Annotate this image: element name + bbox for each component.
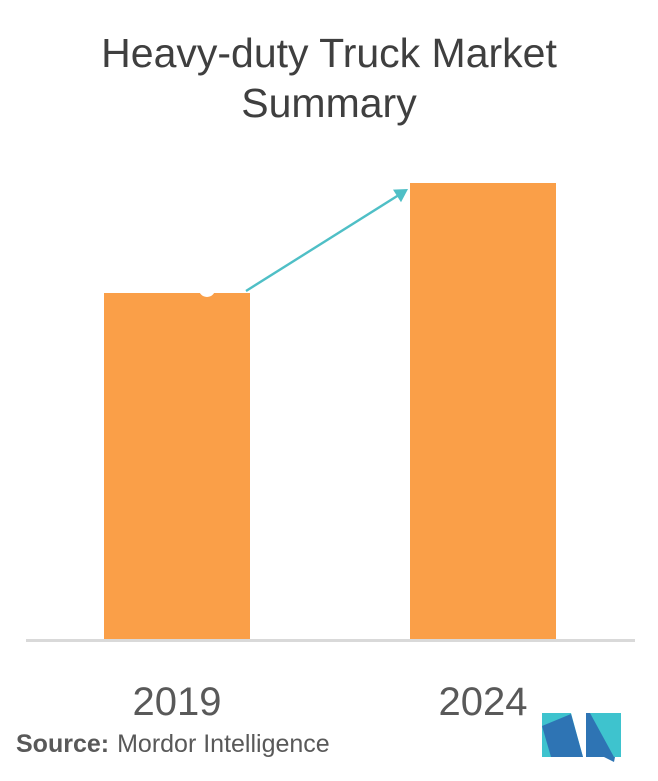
x-axis-line	[26, 639, 635, 642]
x-axis-label-2019: 2019	[132, 680, 222, 724]
plot-area	[104, 183, 556, 640]
chart-title: Heavy-duty Truck Market Summary	[101, 30, 557, 126]
mordor-intelligence-logo-icon	[542, 713, 621, 762]
bar-top-marker-notch	[199, 282, 215, 297]
source-label: Source:	[16, 730, 110, 758]
bar-2024	[410, 183, 556, 640]
x-axis-label-2024: 2024	[438, 680, 528, 724]
growth-arrow-icon	[245, 189, 408, 293]
source-name: Mordor Intelligence	[117, 730, 330, 758]
source-attribution: Source: Mordor Intelligence	[16, 730, 330, 759]
bar-2019	[104, 293, 250, 640]
